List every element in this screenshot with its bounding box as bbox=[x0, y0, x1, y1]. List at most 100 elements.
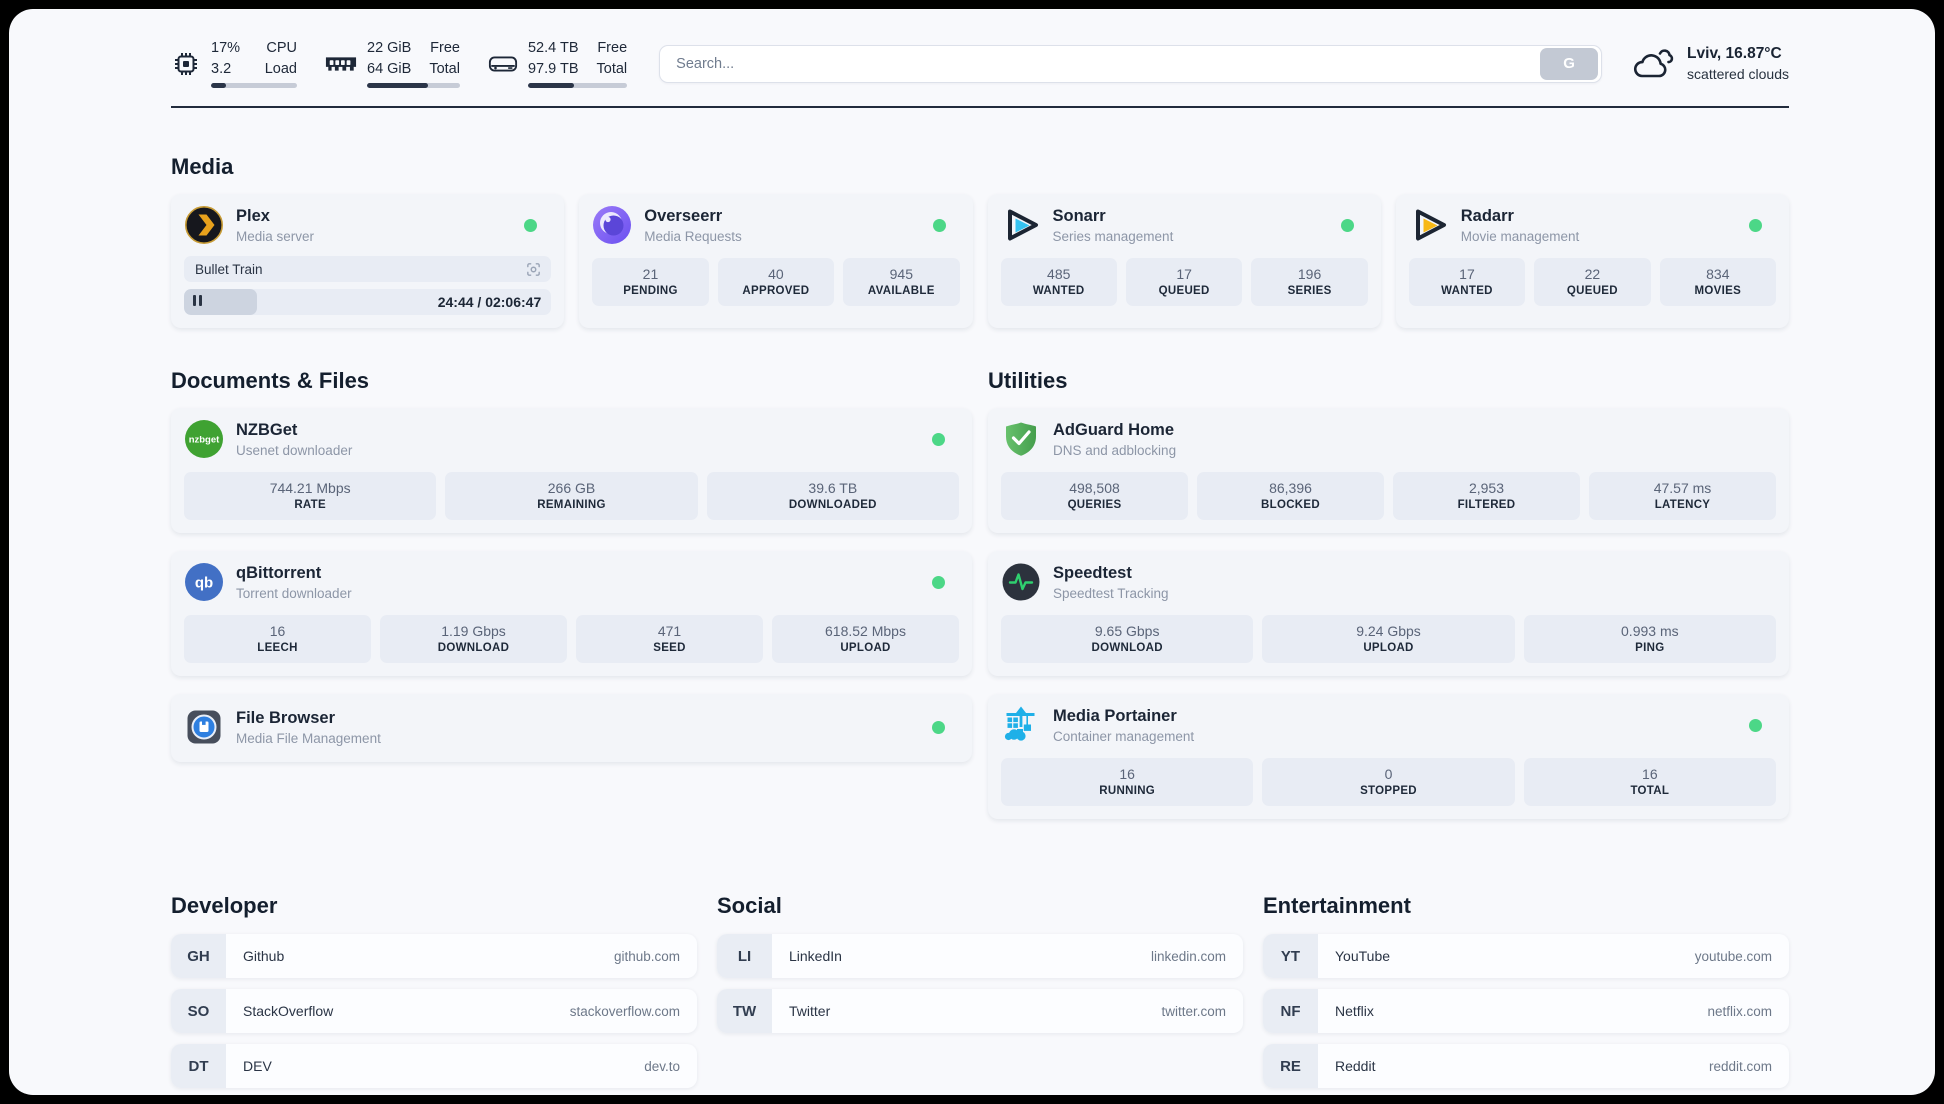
svg-text:qb: qb bbox=[195, 575, 213, 592]
bookmark-netflix[interactable]: NF Netflix netflix.com bbox=[1263, 989, 1789, 1034]
app-desc: Torrent downloader bbox=[236, 585, 352, 601]
app-card-plex[interactable]: Plex Media server Bullet Train 24:44 / 0 bbox=[171, 194, 565, 329]
status-dot bbox=[932, 720, 945, 734]
app-card-adguard[interactable]: AdGuard Home DNS and adblocking 498,508 Q… bbox=[988, 408, 1789, 534]
disk-values: 52.4 TB 97.9 TB bbox=[527, 40, 579, 77]
speedtest-icon bbox=[1001, 562, 1041, 602]
app-name: AdGuard Home bbox=[1053, 420, 1175, 439]
stat-box: 196 SERIES bbox=[1251, 258, 1368, 307]
section-title-entertainment: Entertainment bbox=[1263, 893, 1411, 919]
bookmark-badge: NF bbox=[1263, 989, 1318, 1034]
app-name: Media Portainer bbox=[1053, 706, 1177, 725]
app-card-filebrowser[interactable]: File Browser Media File Management bbox=[171, 694, 972, 763]
app-desc: Usenet downloader bbox=[236, 442, 353, 458]
status-dot bbox=[1749, 718, 1762, 732]
search-provider-button[interactable]: G bbox=[1540, 47, 1599, 80]
app-card-qbittorrent[interactable]: qb qBittorrent Torrent downloader 16 LEEC… bbox=[171, 551, 972, 677]
qbittorrent-icon: qb bbox=[184, 562, 224, 602]
app-card-sonarr[interactable]: Sonarr Series management 485 WANTED 17 QUE… bbox=[987, 194, 1381, 329]
app-card-overseerr[interactable]: Overseerr Media Requests 21 PENDING 40 APP… bbox=[579, 194, 973, 329]
search-input[interactable] bbox=[660, 55, 1541, 72]
app-name: NZBGet bbox=[236, 420, 298, 439]
bookmark-url: netflix.com bbox=[1707, 1003, 1772, 1019]
disk-icon bbox=[488, 52, 518, 76]
disk-labels: Free Total bbox=[596, 40, 628, 77]
status-dot bbox=[524, 218, 538, 232]
bookmark-group-social: Social LI LinkedIn linkedin.com TW Twitt… bbox=[717, 893, 1243, 1095]
plex-icon bbox=[184, 205, 224, 245]
bookmark-github[interactable]: GH Github github.com bbox=[171, 934, 697, 979]
app-name: qBittorrent bbox=[236, 563, 322, 582]
cloud-icon bbox=[1630, 46, 1674, 82]
cpu-stat: 17% 3.2 CPU Load bbox=[171, 39, 297, 89]
bookmark-url: twitter.com bbox=[1161, 1003, 1226, 1019]
stat-box: 498,508 QUERIES bbox=[1001, 472, 1188, 521]
stat-box: 22 QUEUED bbox=[1534, 258, 1651, 307]
stat-box: 266 GB REMAINING bbox=[445, 472, 698, 521]
bookmark-badge: TW bbox=[717, 989, 772, 1034]
bookmark-name: LinkedIn bbox=[789, 948, 842, 965]
app-card-speedtest[interactable]: Speedtest Speedtest Tracking 9.65 Gbps DO… bbox=[988, 551, 1789, 677]
section-title-documents: Documents & Files bbox=[171, 368, 370, 394]
cpu-labels: CPU Load bbox=[264, 40, 297, 77]
app-name: Plex bbox=[236, 206, 270, 225]
stat-box: 834 MOVIES bbox=[1659, 258, 1777, 307]
stat-box: 9.65 Gbps DOWNLOAD bbox=[1001, 615, 1254, 664]
stat-box: 0.993 ms PING bbox=[1523, 615, 1776, 664]
memory-stat: 22 GiB 64 GiB Free Total bbox=[325, 39, 460, 89]
stat-box: 21 PENDING bbox=[592, 258, 709, 307]
memory-usage-bar bbox=[367, 83, 460, 89]
app-desc: DNS and adblocking bbox=[1053, 442, 1177, 458]
stat-box: 17 QUEUED bbox=[1125, 258, 1243, 307]
stat-box: 17 WANTED bbox=[1408, 258, 1526, 307]
app-desc: Media File Management bbox=[236, 730, 381, 746]
bookmark-url: github.com bbox=[613, 948, 680, 964]
bookmark-url: stackoverflow.com bbox=[569, 1003, 680, 1019]
stat-box: 744.21 Mbps RATE bbox=[184, 472, 437, 521]
now-playing-title: Bullet Train bbox=[195, 261, 263, 277]
pause-icon bbox=[193, 293, 205, 311]
bookmark-badge: YT bbox=[1263, 934, 1318, 979]
stat-box: 39.6 TB DOWNLOADED bbox=[706, 472, 959, 521]
weather-location: Lviv, 16.87°C bbox=[1687, 45, 1782, 63]
app-desc: Movie management bbox=[1460, 228, 1580, 244]
bookmark-youtube[interactable]: YT YouTube youtube.com bbox=[1263, 934, 1789, 979]
stat-box: 0 STOPPED bbox=[1262, 758, 1515, 807]
dashboard-page: 17% 3.2 CPU Load bbox=[9, 9, 1935, 1095]
app-card-portainer[interactable]: Media Portainer Container management 16 R… bbox=[988, 694, 1789, 820]
bookmark-name: Netflix bbox=[1335, 1003, 1374, 1020]
bookmark-reddit[interactable]: RE Reddit reddit.com bbox=[1263, 1044, 1789, 1089]
app-desc: Series management bbox=[1052, 228, 1174, 244]
section-title-social: Social bbox=[717, 893, 782, 919]
status-dot bbox=[932, 432, 945, 446]
memory-icon bbox=[325, 52, 357, 76]
stat-box: 9.24 Gbps UPLOAD bbox=[1262, 615, 1515, 664]
bookmark-name: YouTube bbox=[1335, 948, 1391, 965]
bookmark-group-developer: Developer GH Github github.com SO StackO… bbox=[171, 893, 697, 1095]
disk-stat: 52.4 TB 97.9 TB Free Total bbox=[488, 39, 628, 89]
stat-box: 1.19 Gbps DOWNLOAD bbox=[380, 615, 567, 664]
app-desc: Media Requests bbox=[644, 228, 742, 244]
app-name: Radarr bbox=[1460, 206, 1514, 225]
filebrowser-icon bbox=[184, 707, 224, 747]
bookmark-dev[interactable]: DT DEV dev.to bbox=[171, 1044, 697, 1089]
bookmark-stackoverflow[interactable]: SO StackOverflow stackoverflow.com bbox=[171, 989, 697, 1034]
bookmark-badge: DT bbox=[171, 1044, 226, 1089]
stat-box: 16 LEECH bbox=[184, 615, 371, 664]
system-stats: 17% 3.2 CPU Load bbox=[171, 39, 628, 89]
stat-box: 16 TOTAL bbox=[1523, 758, 1776, 807]
bookmark-linkedin[interactable]: LI LinkedIn linkedin.com bbox=[717, 934, 1243, 979]
bookmark-name: Twitter bbox=[789, 1003, 831, 1020]
bookmark-url: dev.to bbox=[644, 1058, 680, 1074]
bookmark-name: Github bbox=[243, 948, 285, 965]
bookmark-twitter[interactable]: TW Twitter twitter.com bbox=[717, 989, 1243, 1034]
app-card-nzbget[interactable]: nzbget NZBGet Usenet downloader 744.21 M… bbox=[171, 408, 972, 534]
bookmark-badge: SO bbox=[171, 989, 226, 1034]
app-card-radarr[interactable]: Radarr Movie management 17 WANTED 22 QUEUE… bbox=[1395, 194, 1789, 329]
app-name: File Browser bbox=[236, 708, 336, 727]
app-desc: Speedtest Tracking bbox=[1053, 585, 1169, 601]
nzbget-icon: nzbget bbox=[184, 419, 224, 459]
screenshot-icon[interactable] bbox=[525, 261, 542, 278]
playback-progress: 24:44 / 02:06:47 bbox=[184, 289, 552, 316]
bookmark-group-entertainment: Entertainment YT YouTube youtube.com NF … bbox=[1263, 893, 1789, 1095]
